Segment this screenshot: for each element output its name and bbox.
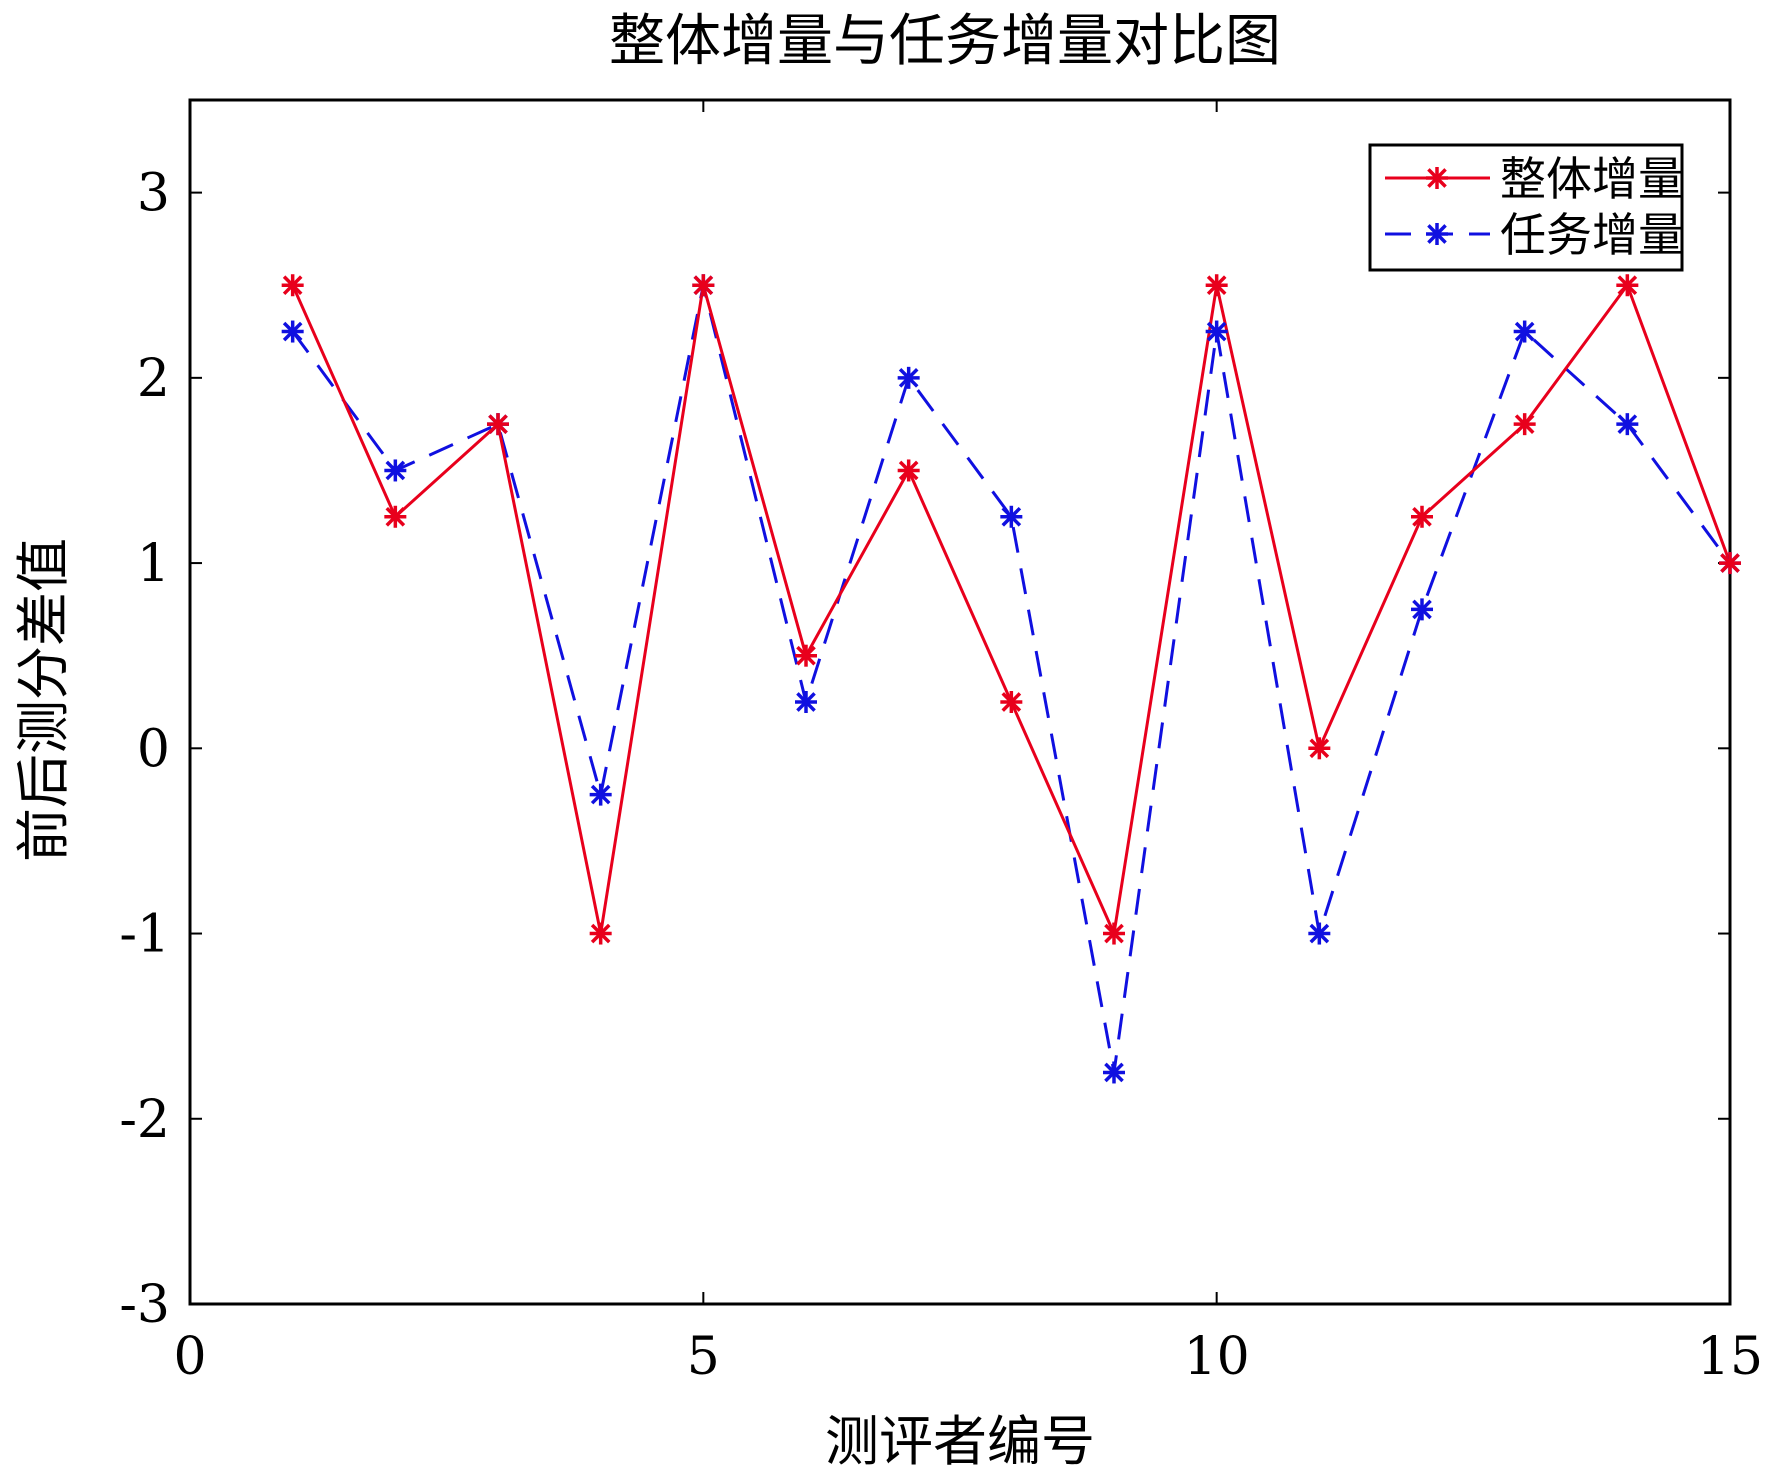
legend-item-1: 任务增量	[1385, 208, 1684, 262]
series-1-point-1	[281, 320, 304, 343]
y-tick-label-2: 2	[137, 349, 170, 409]
legend-marker-1	[1426, 223, 1448, 245]
series-1-point-13	[1513, 320, 1536, 343]
series-layer	[281, 274, 1741, 1084]
x-tick-label-15: 15	[1697, 1327, 1763, 1387]
series-0-point-12	[1411, 505, 1433, 528]
y-tick-label--3: -3	[119, 1275, 170, 1335]
series-1-point-7	[897, 366, 920, 389]
x-tick-label-10: 10	[1184, 1327, 1250, 1387]
y-tick-label-1: 1	[137, 534, 170, 594]
series-line-1	[291, 284, 1732, 1073]
series-1-point-14	[1616, 413, 1639, 436]
series-0-point-15	[1719, 552, 1741, 575]
series-1-point-9	[1103, 1061, 1125, 1084]
series-1-point-2	[384, 459, 407, 482]
axis-ticks: 0 5 10 15 -3 -2 -1 0 1 2 3	[119, 100, 1763, 1387]
series-0-point-4	[589, 922, 612, 945]
y-tick-label--2: -2	[119, 1090, 170, 1150]
series-1-point-12	[1411, 598, 1433, 621]
series-1-point-11	[1308, 922, 1331, 945]
series-0-point-10	[1205, 274, 1228, 297]
x-tick-label-0: 0	[173, 1327, 206, 1387]
y-tick-label-0: 0	[137, 719, 170, 779]
series-0-point-1	[281, 274, 304, 297]
series-0-point-9	[1103, 922, 1125, 945]
x-axis-label: 测评者编号	[825, 1410, 1095, 1473]
legend-marker-0	[1426, 167, 1448, 189]
series-1-point-6	[795, 691, 817, 713]
series-1-point-10	[1205, 320, 1228, 343]
series-0-point-2	[384, 505, 407, 528]
legend-label-0: 整体增量	[1500, 152, 1684, 206]
legend-box	[1368, 143, 1684, 272]
y-axis-label: 前后测分差值	[12, 538, 75, 862]
y-tick-label--1: -1	[119, 905, 170, 965]
legend-item-0: 整体增量	[1385, 152, 1684, 206]
series-0-point-7	[897, 459, 920, 482]
series-line-0	[291, 282, 1732, 939]
series-1-point-8	[1000, 505, 1023, 528]
series-0-point-14	[1616, 274, 1639, 297]
series-0-point-8	[1000, 691, 1023, 713]
series-0-point-5	[692, 274, 715, 297]
series-0-point-3	[487, 413, 509, 436]
y-tick-label-3: 3	[137, 164, 170, 224]
series-1-point-4	[589, 783, 612, 806]
series-0-point-6	[795, 644, 817, 667]
chart-title: 整体增量与任务增量对比图	[609, 9, 1281, 74]
legend-label-1: 任务增量	[1500, 208, 1684, 262]
plot-area	[188, 98, 1732, 1306]
series-0-point-11	[1308, 737, 1331, 760]
x-tick-label-5: 5	[687, 1327, 720, 1387]
series-0-point-13	[1513, 413, 1536, 436]
